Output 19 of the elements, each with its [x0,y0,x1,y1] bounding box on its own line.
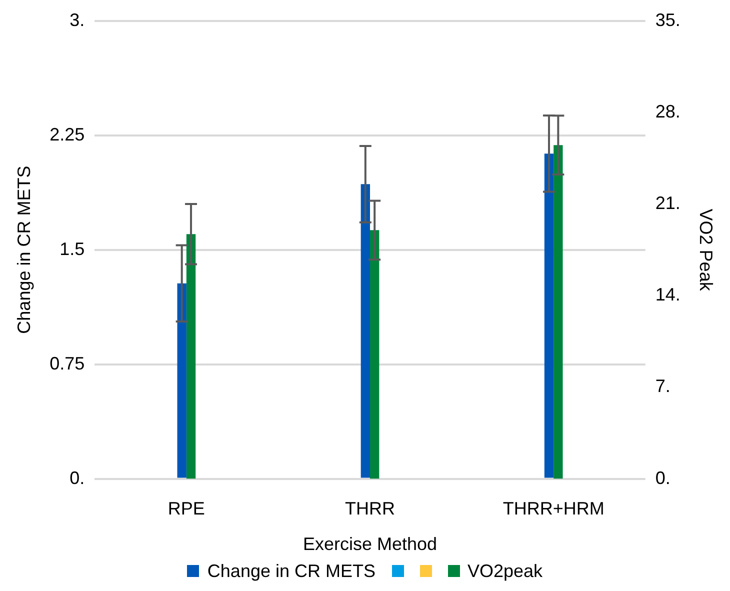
legend-label: Change in CR METS [207,560,376,582]
y2-tick-label: 0. [655,468,670,488]
legend-label: VO2peak [468,560,543,582]
y-tick-label: 2.25 [50,124,85,144]
x-tick-label: RPE [168,498,205,519]
y-tick-label: 3. [70,10,85,30]
y-axis-title: Change in CR METS [14,166,34,334]
y-tick-label: 0. [70,468,85,488]
y2-tick-label: 28. [655,101,680,122]
x-tick-label: THRR+HRM [502,498,604,519]
y-tick-label: 0.75 [50,353,85,374]
y2-axis-title: VO2 Peak [696,208,716,292]
y2-tick-label: 21. [655,192,680,213]
y2-tick-label: 35. [655,10,680,30]
y-tick-label: 1.5 [60,238,85,259]
x-axis-title: Exercise Method [302,534,438,554]
y2-tick-label: 7. [655,376,670,396]
x-tick-label: THRR [345,498,396,519]
y2-tick-label: 14. [655,284,680,305]
